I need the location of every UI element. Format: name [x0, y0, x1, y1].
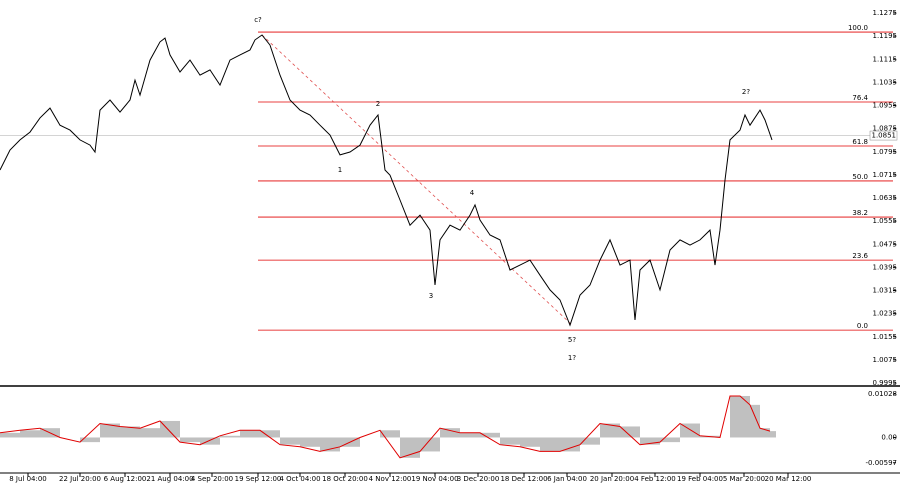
y-tick-label: 0.9995: [873, 379, 898, 387]
histogram-bar: [660, 437, 680, 443]
histogram-bar: [160, 420, 180, 438]
histogram-bar: [750, 404, 760, 438]
x-tick-label: 19 Feb 04:00: [677, 475, 723, 483]
x-tick-label: 5 Mar 20:00: [723, 475, 765, 483]
x-tick-label: 19 Sep 12:00: [235, 475, 282, 483]
wave-label: 2: [376, 100, 380, 108]
histogram-bar: [500, 437, 520, 445]
last-price-box: [869, 130, 898, 141]
y-tick-label: 1.0795: [873, 148, 898, 156]
y-tick-label: -0.00597: [866, 459, 897, 467]
y-tick-label: 1.1275: [873, 9, 898, 17]
x-tick-label: 20 Mar 12:00: [765, 475, 812, 483]
x-tick-label: 8 Jul 04:00: [9, 475, 47, 483]
histogram-bar: [640, 437, 660, 445]
histogram-bar: [240, 430, 260, 438]
x-tick-label: 4 Sep 20:00: [191, 475, 233, 483]
fib-label: 23.6: [852, 252, 868, 260]
x-tick-label: 22 Jul 20:00: [59, 475, 101, 483]
histogram-bar: [200, 437, 220, 445]
y-tick-label: 1.1115: [873, 55, 898, 63]
x-tick-label: 20 Jan 20:00: [590, 475, 634, 483]
fib-label: 38.2: [852, 209, 868, 217]
histogram-bar: [440, 428, 460, 438]
price-line: [0, 34, 773, 327]
histogram-bar: [540, 437, 560, 452]
y-tick-label: 0.01028: [868, 390, 897, 398]
histogram-bar: [420, 437, 440, 452]
y-tick-label: 1.0315: [873, 287, 898, 295]
y-tick-label: 1.1035: [873, 78, 898, 86]
fib-label: 61.8: [852, 138, 868, 146]
histogram-bar: [140, 428, 160, 438]
histogram-bar: [120, 426, 140, 438]
x-tick-label: 19 Nov 04:00: [411, 475, 458, 483]
y-tick-label: 1.0395: [873, 263, 898, 271]
x-tick-label: 6 Jan 04:00: [547, 475, 587, 483]
x-tick-label: 3 Dec 20:00: [457, 475, 500, 483]
x-tick-label: 4 Nov 12:00: [369, 475, 412, 483]
histogram-bar: [770, 431, 776, 438]
x-tick-label: 4 Feb 12:00: [634, 475, 675, 483]
histogram-bar: [80, 437, 100, 443]
histogram-bar: [560, 437, 580, 452]
histogram-bar: [300, 437, 320, 447]
histogram-bar: [580, 437, 600, 445]
signal-line: [0, 395, 771, 459]
x-tick-label: 6 Aug 12:00: [104, 475, 147, 483]
y-tick-label: 1.0475: [873, 240, 898, 248]
y-tick-label: 0.00: [881, 433, 897, 441]
fib-label: 0.0: [857, 322, 868, 330]
histogram-bar: [600, 423, 620, 438]
histogram-bar: [100, 423, 120, 438]
histogram-bar: [620, 426, 640, 438]
histogram-bar: [280, 437, 300, 445]
histogram-bar: [760, 428, 770, 438]
trend-line: [261, 34, 573, 326]
y-tick-label: 1.0635: [873, 194, 898, 202]
y-tick-label: 1.0075: [873, 356, 898, 364]
y-tick-label: 1.0555: [873, 217, 898, 225]
wave-label: c?: [254, 16, 262, 24]
fib-label: 100.0: [848, 24, 868, 32]
x-tick-label: 18 Dec 12:00: [500, 475, 547, 483]
wave-label: 4: [470, 189, 475, 197]
histogram-bar: [180, 437, 200, 443]
histogram-bar: [20, 430, 40, 438]
y-tick-label: 1.0875: [873, 125, 898, 133]
wave-label: 1: [338, 166, 342, 174]
y-tick-label: 1.1195: [873, 32, 898, 40]
y-tick-label: 1.0955: [873, 102, 898, 110]
y-tick-label: 1.0715: [873, 171, 898, 179]
histogram-bar: [480, 432, 500, 438]
wave-label: 1?: [568, 354, 576, 362]
fib-label: 76.4: [852, 94, 868, 102]
histogram-bar: [520, 437, 540, 447]
y-tick-label: 1.0155: [873, 333, 898, 341]
histogram-bar: [380, 430, 400, 438]
histogram-bar: [460, 432, 480, 438]
histogram-bar: [220, 435, 240, 438]
histogram-bar: [740, 395, 750, 438]
x-tick-label: 21 Aug 04:00: [146, 475, 193, 483]
wave-label: 2?: [742, 88, 750, 96]
histogram-bar: [0, 432, 20, 438]
histogram-bar: [730, 395, 740, 438]
last-price-label: 1.0851: [872, 132, 897, 140]
x-tick-label: 4 Oct 04:00: [279, 475, 320, 483]
wave-label: 3: [429, 292, 433, 300]
wave-label: 5?: [568, 336, 576, 344]
fib-label: 50.0: [852, 173, 868, 181]
y-tick-label: 1.0235: [873, 310, 898, 318]
x-tick-label: 18 Oct 20:00: [322, 475, 368, 483]
histogram-bar: [260, 430, 280, 438]
